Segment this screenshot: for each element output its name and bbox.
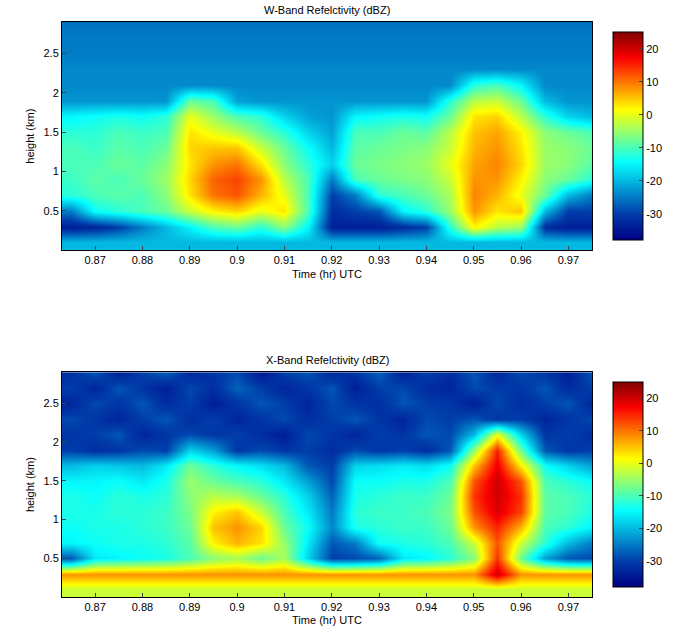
svg-text:2.5: 2.5 bbox=[44, 47, 59, 59]
svg-text:10: 10 bbox=[646, 76, 658, 88]
svg-text:2: 2 bbox=[53, 436, 59, 448]
svg-text:20: 20 bbox=[646, 42, 658, 54]
svg-text:0.93: 0.93 bbox=[368, 254, 389, 266]
svg-text:20: 20 bbox=[646, 392, 658, 404]
svg-text:0.88: 0.88 bbox=[132, 254, 153, 266]
svg-text:W-Band Refelctivity (dBZ): W-Band Refelctivity (dBZ) bbox=[264, 4, 390, 16]
svg-text:-10: -10 bbox=[646, 490, 662, 502]
svg-text:Time (hr) UTC: Time (hr) UTC bbox=[292, 268, 362, 280]
svg-text:0.89: 0.89 bbox=[179, 254, 200, 266]
svg-text:0.93: 0.93 bbox=[368, 601, 389, 613]
svg-text:10: 10 bbox=[646, 425, 658, 437]
svg-text:-20: -20 bbox=[646, 175, 662, 187]
svg-text:0.94: 0.94 bbox=[416, 254, 437, 266]
svg-text:height (km): height (km) bbox=[24, 457, 36, 512]
svg-text:0.97: 0.97 bbox=[558, 601, 579, 613]
svg-text:height (km): height (km) bbox=[24, 109, 36, 164]
svg-text:2: 2 bbox=[53, 87, 59, 99]
svg-text:-30: -30 bbox=[646, 208, 662, 220]
svg-text:0.9: 0.9 bbox=[229, 254, 244, 266]
svg-text:-10: -10 bbox=[646, 142, 662, 154]
svg-text:0.89: 0.89 bbox=[179, 601, 200, 613]
svg-text:-30: -30 bbox=[646, 555, 662, 567]
svg-text:0.95: 0.95 bbox=[463, 254, 484, 266]
svg-text:1.5: 1.5 bbox=[44, 475, 59, 487]
svg-text:0.5: 0.5 bbox=[44, 552, 59, 564]
svg-text:0.94: 0.94 bbox=[416, 601, 437, 613]
svg-text:-20: -20 bbox=[646, 522, 662, 534]
svg-text:0.96: 0.96 bbox=[510, 254, 531, 266]
svg-text:1: 1 bbox=[53, 165, 59, 177]
svg-text:0.92: 0.92 bbox=[321, 601, 342, 613]
svg-text:0.87: 0.87 bbox=[84, 254, 105, 266]
svg-text:0.5: 0.5 bbox=[44, 205, 59, 217]
svg-text:X-Band Refelctivity (dBZ): X-Band Refelctivity (dBZ) bbox=[266, 354, 389, 366]
svg-text:0.95: 0.95 bbox=[463, 601, 484, 613]
svg-text:1: 1 bbox=[53, 513, 59, 525]
svg-text:Time (hr) UTC: Time (hr) UTC bbox=[292, 614, 362, 626]
svg-text:0.87: 0.87 bbox=[84, 601, 105, 613]
svg-text:1.5: 1.5 bbox=[44, 126, 59, 138]
svg-text:0.9: 0.9 bbox=[229, 601, 244, 613]
svg-text:0.88: 0.88 bbox=[132, 601, 153, 613]
svg-text:2.5: 2.5 bbox=[44, 397, 59, 409]
svg-text:0: 0 bbox=[646, 457, 652, 469]
svg-text:0.91: 0.91 bbox=[274, 254, 295, 266]
svg-text:0: 0 bbox=[646, 109, 652, 121]
svg-text:0.91: 0.91 bbox=[274, 601, 295, 613]
svg-text:0.97: 0.97 bbox=[558, 254, 579, 266]
svg-text:0.92: 0.92 bbox=[321, 254, 342, 266]
svg-text:0.96: 0.96 bbox=[510, 601, 531, 613]
